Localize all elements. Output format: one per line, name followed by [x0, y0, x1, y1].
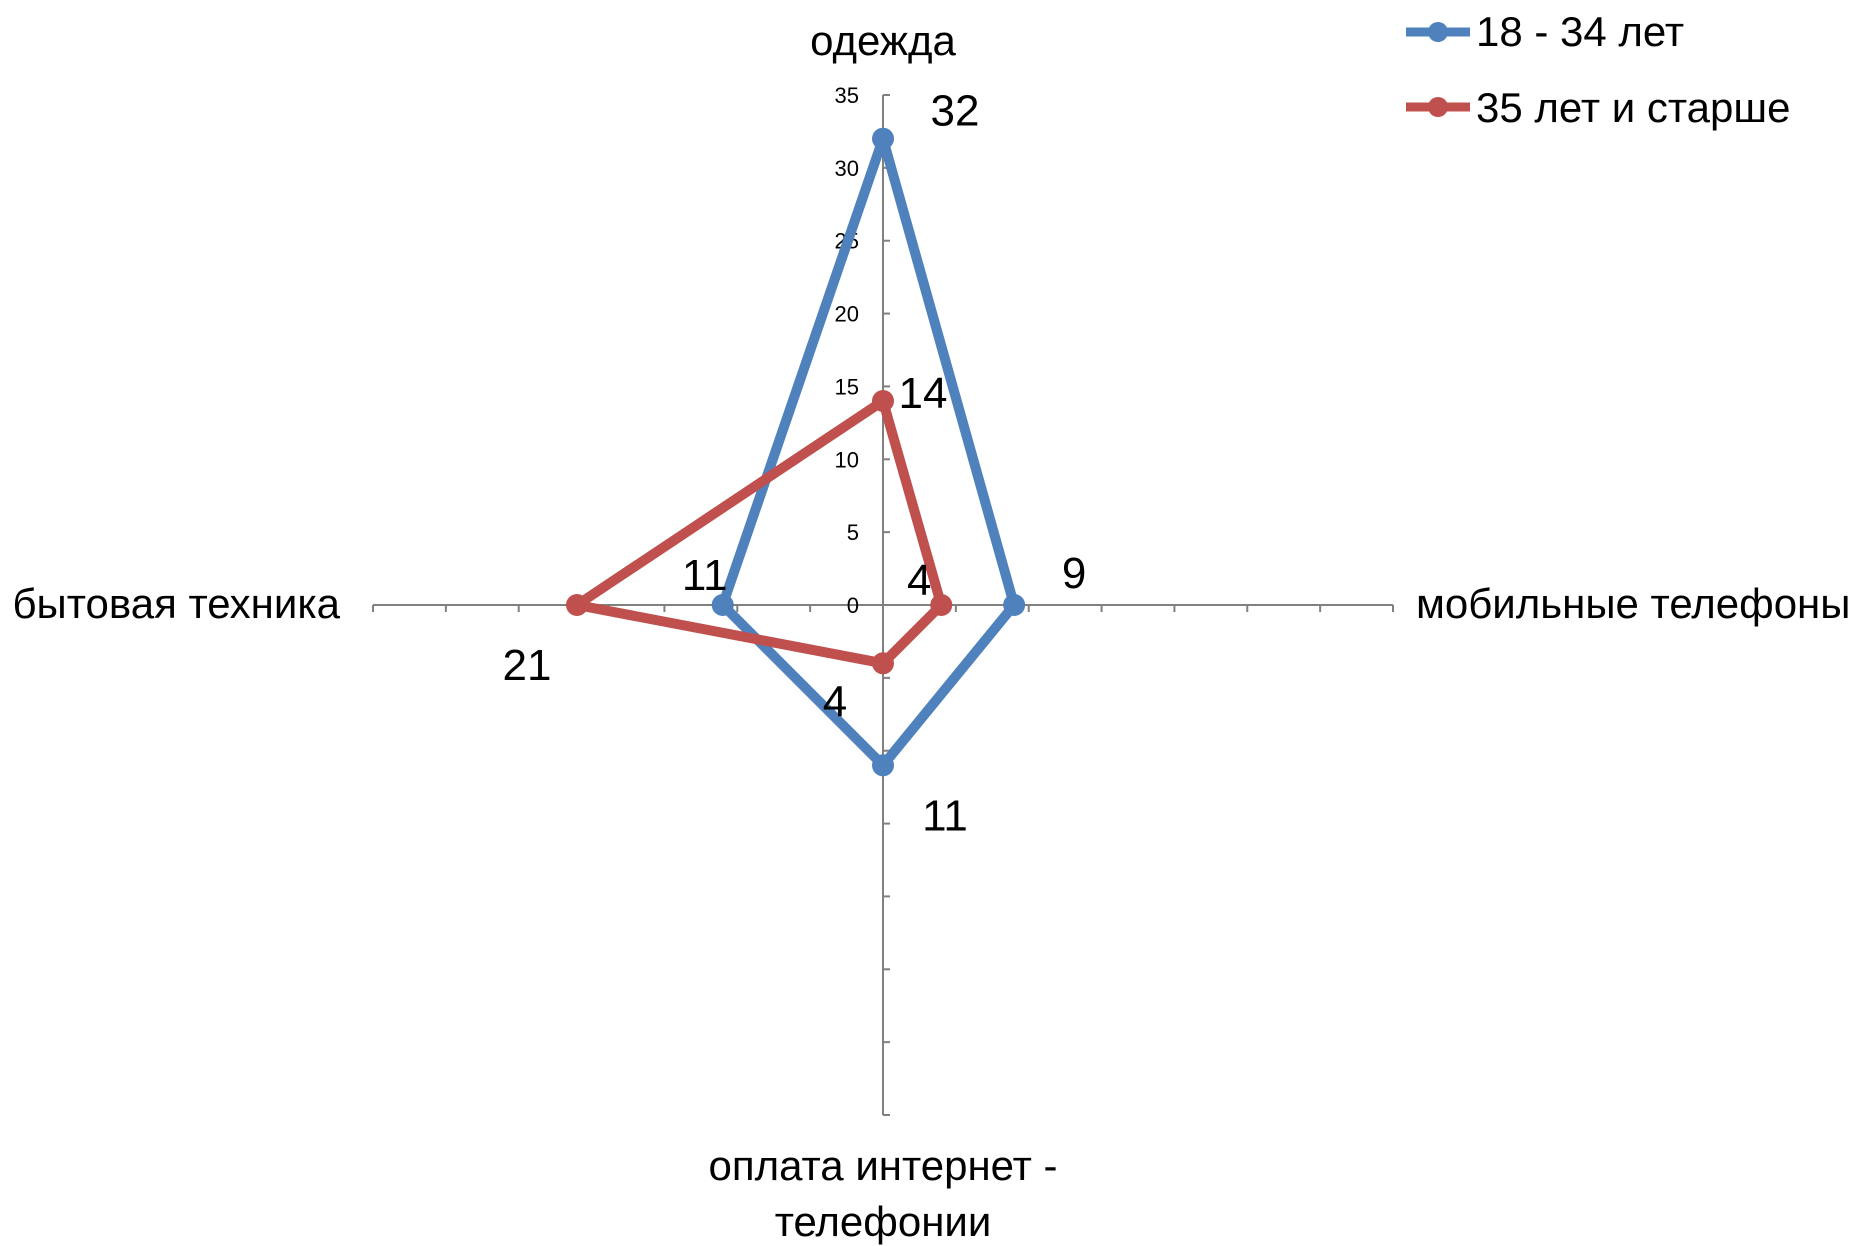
legend: 18 - 34 лет 35 лет и старше: [1406, 8, 1790, 131]
tick-label-7: 35: [835, 83, 859, 108]
tick-label-2: 10: [835, 447, 859, 472]
legend-label-series-2: 35 лет и старше: [1476, 84, 1790, 131]
tick-label-1: 5: [847, 520, 859, 545]
data-label-series-1-bottom: 11: [922, 791, 968, 840]
series-line-1: [717, 133, 1020, 771]
tick-label-6: 30: [835, 156, 859, 181]
data-label-series-2-left: 21: [503, 641, 552, 690]
data-label-series-2-right: 4: [907, 556, 931, 605]
data-label-series-1-left: 11: [682, 551, 728, 600]
axis-label-bottom-line2: телефонии: [775, 1198, 992, 1245]
tick-label-4: 20: [835, 302, 859, 327]
axis-label-right: мобильные телефоны: [1416, 580, 1850, 627]
axis-label-left: бытовая техника: [13, 580, 341, 627]
series-1-point-left: [711, 594, 734, 616]
series-1-point-top: [872, 127, 894, 150]
legend-marker-series-2: [1428, 97, 1448, 117]
data-labels: 32 9 11 11 14 4 4 21: [503, 87, 1087, 841]
data-label-series-1-top: 32: [931, 87, 980, 136]
series-1-point-right: [1003, 594, 1026, 616]
series-2-point-left: [566, 594, 588, 616]
data-label-series-2-top: 14: [899, 369, 948, 418]
data-label-series-1-right: 9: [1062, 549, 1086, 598]
tick-label-0: 0: [847, 593, 859, 618]
axis-label-top: одежда: [810, 17, 956, 64]
category-labels: одежда мобильные телефоны оплата интерне…: [13, 17, 1851, 1245]
series-2-point-bottom: [872, 652, 894, 675]
data-label-series-2-bottom: 4: [823, 677, 847, 726]
series-group: [566, 127, 1026, 777]
legend-label-series-1: 18 - 34 лет: [1476, 8, 1684, 55]
radar-axes: [372, 94, 1394, 1116]
tick-label-3: 15: [835, 374, 859, 399]
series-2-point-top: [872, 390, 894, 412]
axis-label-bottom-line1: оплата интернет -: [708, 1142, 1057, 1189]
legend-marker-series-1: [1428, 22, 1448, 42]
series-2-point-right: [930, 594, 953, 616]
series-1-point-bottom: [872, 754, 894, 777]
